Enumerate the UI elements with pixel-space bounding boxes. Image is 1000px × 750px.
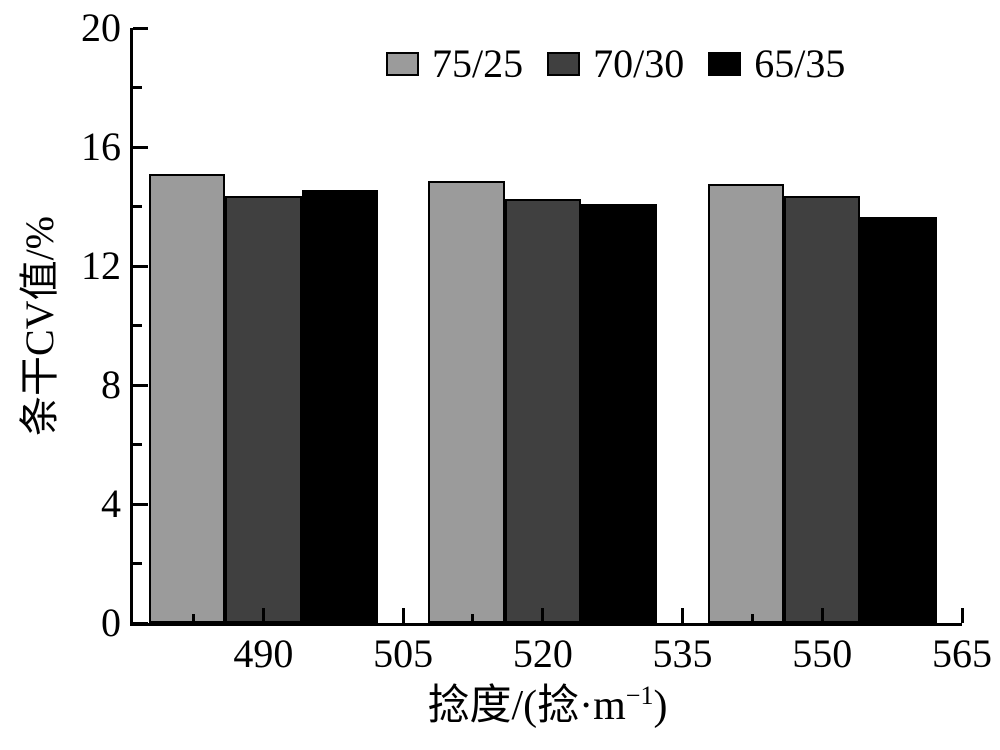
bar-70/30-490 — [225, 196, 302, 623]
y-minor-tick-6 — [133, 443, 142, 446]
x-axis-title-superscript: −1 — [625, 681, 654, 710]
bar-65/35-520 — [581, 203, 658, 623]
x-tick-label-565: 565 — [932, 631, 992, 676]
y-major-tick-16 — [133, 145, 148, 149]
x-minor-tick-512.5 — [471, 614, 475, 623]
legend: 75/25 70/30 65/35 — [386, 44, 845, 84]
y-minor-tick-10 — [133, 324, 142, 327]
x-tick-label-535: 535 — [652, 631, 713, 676]
legend-swatch-70/30 — [547, 52, 581, 76]
x-major-tick-535 — [681, 608, 685, 623]
y-major-tick-0 — [133, 621, 148, 625]
bar-75/25-520 — [428, 181, 505, 623]
legend-item-75/25: 75/25 — [386, 44, 523, 84]
x-minor-tick-557.5 — [890, 614, 894, 623]
x-tick-label-505: 505 — [373, 631, 434, 676]
bar-70/30-520 — [504, 199, 582, 623]
y-tick-label-8: 8 — [101, 362, 121, 407]
x-minor-tick-482.5 — [192, 614, 196, 623]
legend-item-70/30: 70/30 — [547, 44, 684, 84]
plot-area — [130, 26, 964, 626]
y-tick-label-4: 4 — [101, 481, 121, 526]
x-major-tick-565 — [960, 608, 964, 623]
y-major-tick-8 — [133, 383, 148, 387]
legend-item-65/35: 65/35 — [708, 44, 845, 84]
legend-swatch-65/35 — [708, 52, 742, 76]
bar-75/25-490 — [148, 173, 226, 623]
bar-65/35-550 — [860, 216, 937, 623]
x-tick-label-490: 490 — [233, 631, 294, 676]
y-major-tick-12 — [133, 264, 148, 268]
legend-swatch-75/25 — [386, 52, 419, 76]
x-major-tick-520 — [541, 608, 545, 623]
x-major-tick-505 — [401, 608, 405, 623]
x-major-tick-490 — [261, 608, 265, 623]
x-tick-label-550: 550 — [792, 631, 853, 676]
legend-label-65/35: 65/35 — [754, 41, 846, 86]
legend-label-70/30: 70/30 — [593, 41, 685, 86]
y-tick-label-16: 16 — [81, 124, 121, 169]
x-axis-title: 捻度/(捻·m−1) — [133, 681, 962, 729]
y-tick-label-0: 0 — [101, 600, 121, 645]
bar-75/25-550 — [707, 184, 785, 623]
x-major-tick-550 — [820, 608, 824, 623]
x-tick-label-520: 520 — [512, 631, 573, 676]
y-major-tick-20 — [133, 26, 148, 30]
bar-65/35-490 — [301, 190, 378, 623]
legend-label-75/25: 75/25 — [432, 41, 524, 86]
x-axis-title-close: ) — [653, 683, 668, 729]
y-tick-label-12: 12 — [81, 243, 121, 288]
bar-70/30-550 — [784, 196, 861, 623]
x-minor-tick-527.5 — [611, 614, 615, 623]
y-minor-tick-2 — [133, 562, 142, 565]
y-minor-tick-18 — [133, 86, 142, 89]
x-minor-tick-542.5 — [750, 614, 754, 623]
y-major-tick-4 — [133, 502, 148, 506]
y-tick-label-20: 20 — [81, 5, 121, 50]
y-axis-title: 条干CV值/% — [17, 216, 62, 436]
x-axis-title-text: 捻度/(捻·m — [427, 683, 626, 729]
y-minor-tick-14 — [133, 205, 142, 208]
x-minor-tick-497.5 — [331, 614, 335, 623]
